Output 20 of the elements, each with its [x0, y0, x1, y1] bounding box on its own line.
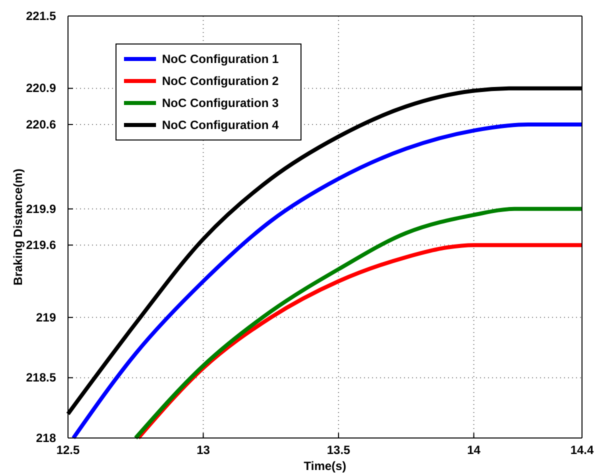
legend-label: NoC Configuration 4 [162, 118, 279, 132]
y-tick-label: 220.6 [26, 117, 56, 132]
x-tick-label: 13 [196, 443, 210, 458]
y-tick-label: 219.9 [26, 202, 56, 216]
x-tick-label: 14.4 [570, 443, 594, 458]
y-tick-label: 219.6 [26, 238, 56, 252]
y-axis-title: Braking Distance(m) [11, 168, 25, 286]
x-tick-label: 13.5 [326, 443, 351, 458]
y-tick-label: 221.5 [26, 8, 56, 23]
legend-label: NoC Configuration 3 [162, 96, 279, 110]
y-tick-label: 220.9 [26, 81, 56, 96]
legend-label: NoC Configuration 2 [162, 74, 279, 88]
y-tick-label: 218.5 [26, 370, 56, 385]
legend-label: NoC Configuration 1 [162, 52, 279, 66]
x-axis-title: Time(s) [304, 459, 346, 473]
y-tick-label: 219 [36, 310, 56, 324]
y-tick-label: 218 [36, 430, 56, 445]
x-tick-label: 14 [467, 443, 481, 458]
x-tick-label: 12.5 [56, 443, 80, 458]
line-series [134, 206, 584, 440]
